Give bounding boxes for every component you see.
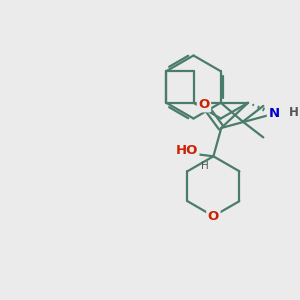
Text: H: H (289, 106, 299, 119)
Text: O: O (208, 210, 219, 223)
Text: H: H (201, 161, 208, 171)
Text: O: O (198, 98, 210, 111)
Text: N: N (268, 107, 280, 120)
Text: HO: HO (176, 144, 198, 157)
